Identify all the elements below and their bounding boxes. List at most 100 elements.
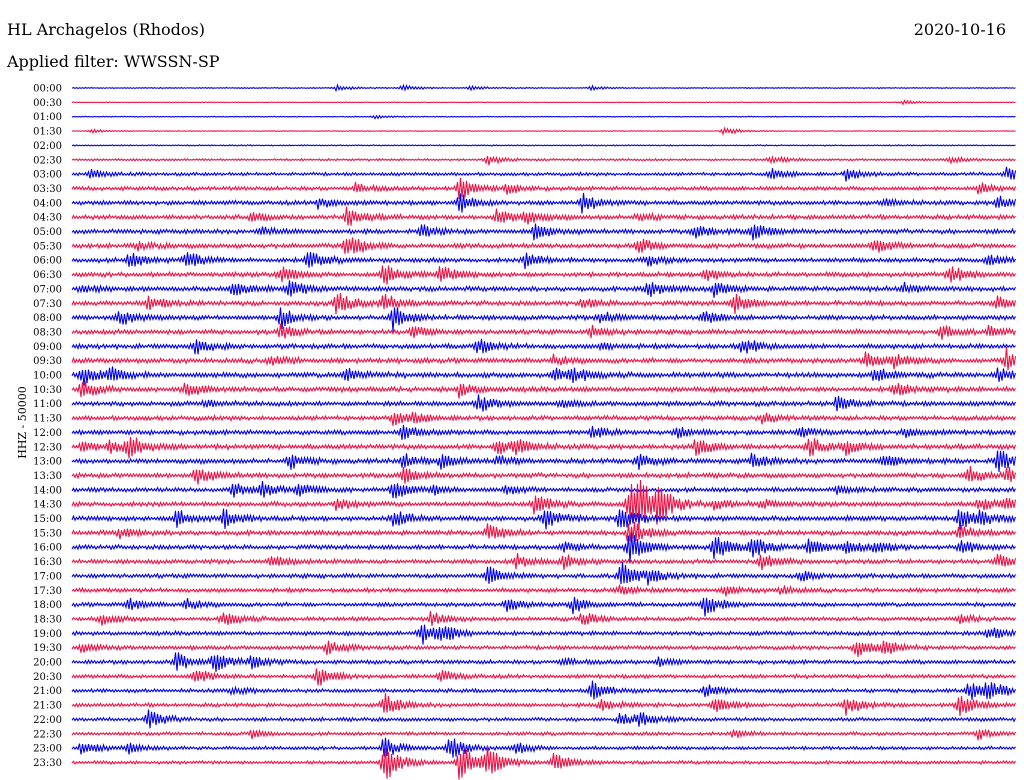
seismic-trace-line	[71, 237, 1016, 254]
row-time-label: 04:30	[33, 213, 62, 224]
seismic-trace-line	[71, 144, 1016, 147]
seismic-trace-line	[71, 223, 1016, 241]
seismic-trace-line	[71, 610, 1016, 627]
row-time-label: 07:30	[33, 299, 62, 310]
row-time-label: 09:00	[33, 342, 62, 353]
row-time-label: 21:00	[33, 686, 62, 697]
seismic-trace-line	[71, 126, 1016, 136]
row-time-label: 21:30	[33, 701, 62, 712]
seismic-trace-line	[71, 346, 1017, 371]
row-time-label: 20:00	[33, 658, 62, 669]
row-time-label: 08:00	[33, 313, 62, 324]
trace-group	[71, 83, 1017, 780]
station-title: HL Archagelos (Rhodos)	[7, 20, 205, 39]
seismic-trace-line	[71, 562, 1016, 586]
row-time-label: 18:30	[33, 614, 62, 625]
seismic-trace-line	[71, 479, 1017, 531]
date-label: 2020-10-16	[913, 20, 1006, 39]
seismic-trace-line	[71, 521, 1016, 542]
row-time-label: 11:00	[33, 399, 62, 410]
seismic-trace-line	[71, 680, 1016, 700]
seismic-trace-line	[71, 114, 1016, 120]
seismic-trace-line	[71, 450, 1017, 473]
row-time-label: 10:30	[33, 385, 62, 396]
row-time-label: 02:30	[33, 155, 62, 166]
row-time-label: 06:30	[33, 270, 62, 281]
row-time-label: 12:30	[33, 442, 62, 453]
row-time-label: 00:30	[33, 98, 62, 109]
row-time-label: 19:30	[33, 643, 62, 654]
seismic-trace-line	[71, 83, 1016, 93]
seismic-trace-line	[71, 584, 1016, 597]
seismic-trace-line	[71, 265, 1016, 285]
row-time-label: 03:30	[33, 184, 62, 195]
row-time-label: 23:00	[33, 744, 62, 755]
seismic-trace-line	[71, 640, 1016, 657]
seismic-trace-line	[71, 206, 1016, 226]
seismic-trace-line	[71, 652, 1016, 672]
row-time-label: 11:30	[33, 414, 62, 425]
seismic-trace-line	[71, 728, 1016, 741]
seismic-trace-line	[71, 338, 1016, 355]
seismic-trace-line	[71, 381, 1016, 399]
seismic-trace-line	[71, 624, 1017, 645]
row-time-label: 06:00	[33, 256, 62, 267]
row-time-label: 05:30	[33, 241, 62, 252]
row-time-label: 14:30	[33, 500, 62, 511]
row-time-label: 13:00	[33, 457, 62, 468]
seismic-trace-line	[71, 166, 1017, 182]
filter-label: Applied filter: WWSSN-SP	[7, 52, 220, 71]
row-time-label: 13:30	[33, 471, 62, 482]
seismic-trace-line	[71, 99, 1016, 106]
row-time-label: 17:00	[33, 571, 62, 582]
seismic-trace-line	[71, 436, 1017, 459]
row-time-label: 12:00	[33, 428, 62, 439]
seismic-trace-line	[71, 480, 1016, 499]
row-time-label: 14:00	[33, 485, 62, 496]
seismic-trace-line	[71, 323, 1017, 340]
row-time-label: 16:00	[33, 543, 62, 554]
row-time-label: 10:00	[33, 371, 62, 382]
seismic-trace-line	[71, 307, 1016, 332]
row-time-label: 01:00	[33, 112, 62, 123]
row-time-label: 17:30	[33, 586, 62, 597]
row-time-label: 19:00	[33, 629, 62, 640]
row-time-label: 00:00	[33, 84, 62, 95]
row-time-label: 03:00	[33, 170, 62, 181]
row-time-label: 05:00	[33, 227, 62, 238]
seismic-trace-line	[71, 154, 1016, 166]
row-time-label: 15:30	[33, 528, 62, 539]
row-time-label: 18:00	[33, 600, 62, 611]
seismic-trace-line	[71, 552, 1017, 571]
seismic-trace-line	[71, 596, 1017, 617]
row-time-label: 08:30	[33, 327, 62, 338]
row-time-label: 07:00	[33, 284, 62, 295]
row-time-label: 02:00	[33, 141, 62, 152]
row-time-label: 22:30	[33, 729, 62, 740]
row-time-label: 22:00	[33, 715, 62, 726]
seismic-trace-line	[71, 394, 1016, 412]
row-time-label: 15:00	[33, 514, 62, 525]
seismic-trace-line	[71, 745, 1016, 780]
seismic-trace-line	[71, 466, 1017, 485]
row-time-label: 23:30	[33, 758, 62, 769]
seismic-trace-line	[71, 366, 1017, 386]
seismic-trace-line	[71, 411, 1016, 426]
seismic-trace-line	[71, 693, 1016, 716]
row-time-label: 16:30	[33, 557, 62, 568]
seismic-trace-line	[71, 424, 1017, 440]
seismic-trace-line	[71, 508, 1017, 530]
row-time-label: 04:00	[33, 198, 62, 209]
row-time-label: 20:30	[33, 672, 62, 683]
seismic-trace-line	[71, 280, 1016, 298]
row-time-label: 01:30	[33, 127, 62, 138]
seismic-trace-line	[71, 532, 1016, 563]
seismic-trace-line	[71, 251, 1016, 270]
seismic-trace-line	[71, 177, 1017, 199]
seismic-trace-line	[71, 668, 1016, 686]
seismic-trace-line	[71, 737, 1016, 758]
tick-label-group: 00:00 00:30 01:00 01:30 02:00 02:30 03:00 03:30…	[33, 84, 62, 769]
row-time-label: 09:30	[33, 356, 62, 367]
seismic-trace-line	[71, 709, 1016, 729]
